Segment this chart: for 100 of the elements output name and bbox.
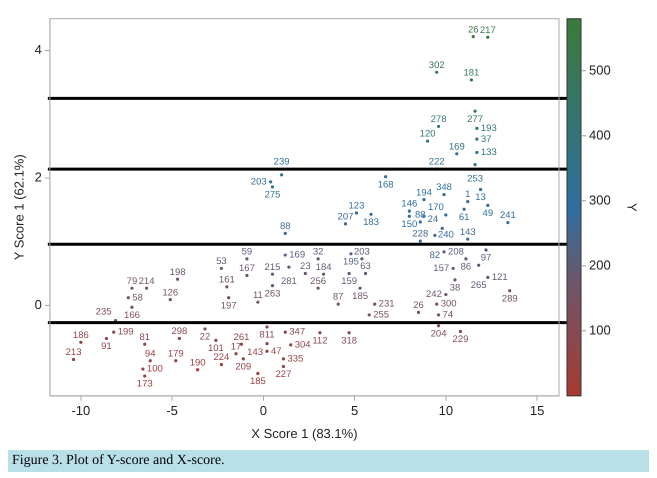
- annotation: 126: [162, 287, 178, 298]
- annotation: 209: [235, 361, 252, 372]
- annotation: 161: [218, 274, 235, 286]
- annotation: 253: [467, 173, 483, 184]
- annotation: 181: [463, 68, 480, 79]
- x-axis-title: X Score 1 (83.1%): [251, 426, 358, 441]
- annotation: 11: [252, 290, 263, 301]
- annotation: 32: [312, 246, 324, 258]
- annotation: 217: [480, 24, 496, 36]
- annotation: 289: [502, 293, 518, 304]
- color-bar-label: 300: [589, 192, 611, 208]
- annotation: 261: [234, 332, 250, 343]
- annotation: 82: [430, 250, 440, 261]
- annotation: 49: [482, 208, 494, 220]
- annotation: 203: [354, 246, 370, 258]
- annotation: 183: [363, 216, 379, 228]
- annotation: 198: [170, 266, 186, 278]
- annotation: 213: [66, 347, 82, 358]
- x-tick-label: 10: [438, 403, 454, 418]
- annotation: 240: [438, 230, 454, 241]
- y-tick-label: 4: [34, 42, 42, 58]
- annotation: 348: [436, 182, 452, 194]
- y-tick-label: 0: [34, 296, 42, 312]
- color-bar-label: 100: [589, 322, 611, 338]
- annotation: 190: [190, 357, 206, 368]
- annotation: 74: [442, 310, 454, 321]
- annotation: 203: [250, 176, 267, 188]
- annotation: 91: [101, 341, 112, 352]
- x-tick-label: -10: [71, 403, 90, 418]
- annotation: 63: [360, 261, 371, 272]
- annotation: 170: [428, 202, 444, 213]
- annotation: 159: [341, 276, 358, 288]
- y-tick-label: 2: [34, 170, 42, 185]
- annotation: 120: [420, 128, 436, 140]
- annotation: 275: [264, 190, 280, 201]
- annotation: 179: [168, 348, 184, 360]
- annotation: 193: [480, 122, 497, 134]
- annotation: 143: [460, 226, 476, 238]
- annotation: 256: [310, 276, 326, 287]
- annotation: 235: [96, 306, 112, 318]
- annotation: 146: [401, 198, 418, 210]
- annotation: 242: [426, 289, 442, 300]
- annotation: 278: [430, 114, 446, 126]
- annotation: 13: [475, 192, 486, 204]
- x-tick-label: -5: [166, 403, 178, 418]
- color-bar-title: Y: [624, 202, 640, 212]
- annotation: 173: [136, 378, 153, 390]
- annotation: 185: [250, 376, 266, 388]
- annotation: 88: [415, 210, 426, 221]
- annotation: 100: [146, 364, 163, 375]
- annotation: 197: [220, 300, 237, 312]
- annotation: 186: [72, 330, 89, 341]
- annotation: 194: [416, 187, 432, 198]
- annotation: 17: [230, 341, 242, 352]
- annotation: 318: [341, 335, 358, 346]
- annotation: 23: [300, 261, 311, 272]
- annotation: 88: [280, 221, 291, 232]
- annotation: 347: [289, 326, 306, 338]
- annotation: 281: [280, 276, 297, 287]
- annotation: 214: [138, 276, 154, 287]
- annotation: 169: [289, 250, 306, 261]
- annotation: 184: [316, 262, 332, 273]
- annotation: 101: [208, 343, 224, 354]
- x-tick-label: 5: [350, 403, 358, 418]
- annotation: 298: [171, 326, 188, 338]
- color-bar-label: 500: [589, 62, 611, 78]
- annotation: 157: [433, 263, 450, 274]
- annotation: 222: [428, 156, 445, 168]
- y-axis-title: Y Score 1 (62.1%): [11, 154, 26, 260]
- annotation: 302: [428, 60, 445, 71]
- annotation: 185: [352, 290, 368, 302]
- annotation: 215: [264, 262, 280, 273]
- annotation: 304: [294, 339, 311, 350]
- annotation: 59: [242, 246, 252, 258]
- color-bar-label: 200: [589, 257, 611, 272]
- annotation: 53: [216, 256, 227, 268]
- annotation: 87: [332, 292, 344, 303]
- annotation: 300: [440, 298, 457, 310]
- annotation: 26: [468, 24, 479, 36]
- annotation: 26: [413, 300, 424, 311]
- annotation: 241: [500, 210, 516, 222]
- annotation: 97: [480, 252, 492, 264]
- annotation: 199: [118, 326, 134, 338]
- annotation: 38: [450, 282, 460, 294]
- color-bar-label: 400: [589, 127, 611, 142]
- annotation: 231: [378, 298, 395, 310]
- annotation: 143: [247, 347, 264, 358]
- annotation: 168: [378, 179, 394, 190]
- annotation: 204: [430, 328, 446, 340]
- annotation: 263: [264, 288, 280, 300]
- annotation: 239: [274, 156, 290, 168]
- annotation: 133: [480, 147, 497, 158]
- annotation: 121: [492, 272, 508, 283]
- annotation: 195: [343, 256, 359, 268]
- annotation: 228: [412, 228, 428, 240]
- annotation: 255: [373, 310, 390, 321]
- annotation: 61: [458, 212, 470, 223]
- annotation: 24: [428, 214, 438, 225]
- annotation: 227: [276, 369, 292, 380]
- annotation: 112: [312, 335, 328, 346]
